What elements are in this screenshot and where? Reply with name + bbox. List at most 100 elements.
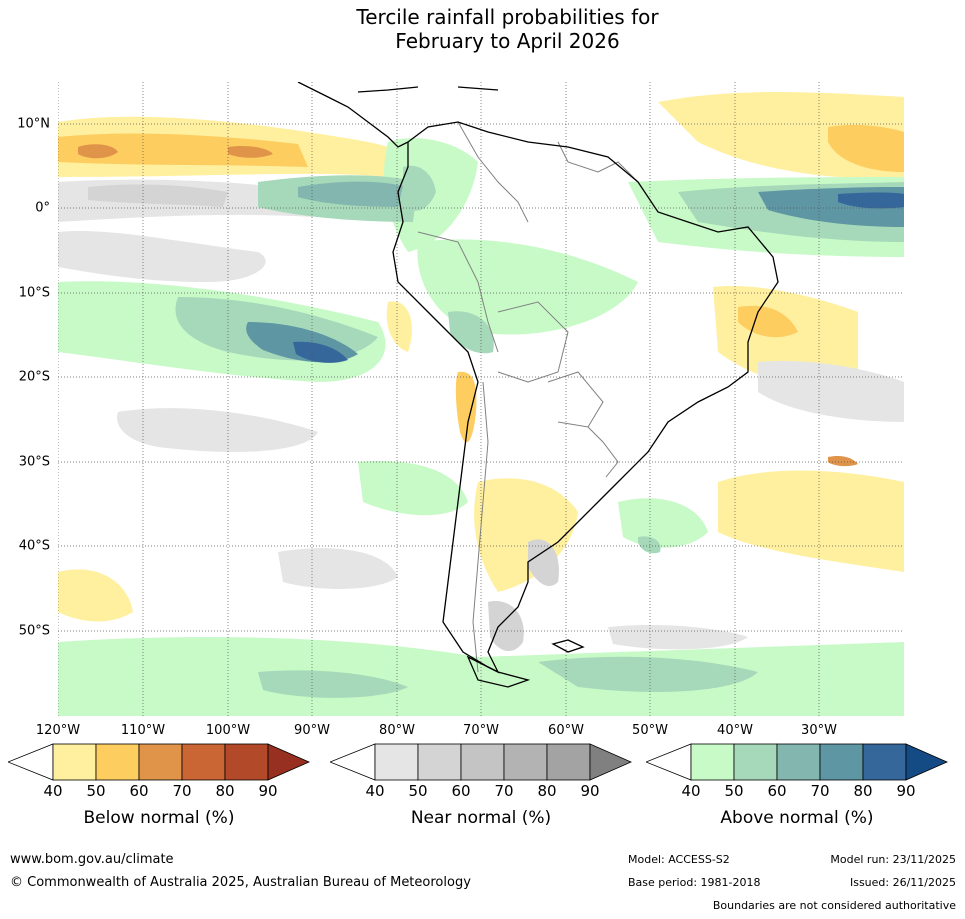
lon-label-110w: 110°W	[120, 723, 166, 738]
colorbar-below-seg-4	[181, 743, 226, 781]
above-tick-70: 70	[810, 782, 830, 800]
below-core-north-atlantic	[828, 124, 904, 172]
near-tick-90: 90	[580, 782, 600, 800]
near-argentina-inland	[528, 539, 559, 587]
colorbar-near-seg-3	[460, 743, 505, 781]
lon-label-100w: 100°W	[205, 723, 251, 738]
title-line-2: February to April 2026	[395, 29, 620, 53]
footer-model: Model: ACCESS-S2	[628, 853, 730, 866]
footer-issued: Issued: 26/11/2025	[849, 876, 956, 889]
colorbar-below-min-arrow	[8, 743, 54, 781]
lon-label-80w: 80°W	[379, 723, 415, 738]
colorbar-near-max-arrow	[589, 743, 632, 781]
lon-label-50w: 50°W	[632, 723, 668, 738]
near-band-equatorial-core	[88, 184, 228, 207]
near-west-pacific-south	[58, 231, 266, 282]
above-south-pacific-core	[293, 341, 348, 363]
colorbar-below-segments	[52, 743, 269, 781]
border-bolivia	[497, 301, 569, 383]
near-patagonia	[488, 601, 524, 652]
lat-label-0: 0°	[35, 200, 50, 216]
below-northeast-brazil-core	[738, 305, 798, 338]
above-tick-60: 60	[767, 782, 787, 800]
colorbar-below-seg-5	[224, 743, 269, 781]
above-southern-chile	[358, 461, 468, 516]
title-line-1: Tercile rainfall probabilities for	[356, 5, 659, 29]
colorbar-near-seg-2	[417, 743, 462, 781]
below-argentina	[474, 478, 578, 592]
below-south-atlantic-core	[828, 455, 858, 467]
near-central-pacific-south	[117, 408, 319, 452]
colorbar-near-seg-5	[546, 743, 591, 781]
above-normal-title: Above normal (%)	[720, 808, 874, 828]
colorbar-above-min-arrow	[646, 743, 692, 781]
lat-label-30s: 30°S	[18, 454, 50, 470]
footer-copyright: © Commonwealth of Australia 2025, Austra…	[10, 875, 471, 890]
coastline-central-america	[297, 82, 409, 148]
coastline-caribbean-islands	[357, 86, 499, 93]
lon-label-30w: 30°W	[801, 723, 837, 738]
above-tick-90: 90	[896, 782, 916, 800]
colorbar-above-max-arrow	[905, 743, 948, 781]
colorbar-below-max-arrow	[267, 743, 310, 781]
above-uruguay-coast	[618, 498, 708, 548]
colorbar-above-seg-2	[733, 743, 778, 781]
near-tick-50: 50	[408, 782, 428, 800]
near-south-atlantic	[758, 361, 904, 422]
footer-url: www.bom.gov.au/climate	[10, 852, 174, 867]
above-tick-40: 40	[681, 782, 701, 800]
colorbar-above-seg-1	[690, 743, 735, 781]
colorbar-near-seg-1	[374, 743, 419, 781]
above-tick-50: 50	[724, 782, 744, 800]
footer-base-period: Base period: 1981-2018	[628, 876, 761, 889]
below-tick-50: 50	[86, 782, 106, 800]
above-south-atlantic-spot	[638, 536, 661, 554]
footer-model-run: Model run: 23/11/2025	[830, 853, 956, 866]
colorbar-near-seg-4	[503, 743, 548, 781]
below-normal-regions	[58, 92, 904, 622]
lon-label-70w: 70°W	[463, 723, 499, 738]
below-tick-70: 70	[172, 782, 192, 800]
below-band-north-pacific-core	[58, 133, 308, 167]
footer-disclaimer: Boundaries are not considered authoritat…	[712, 899, 956, 912]
country-boundaries	[417, 121, 639, 673]
below-tick-90: 90	[258, 782, 278, 800]
coastline-falklands	[551, 639, 585, 653]
colorbar-below-seg-1	[52, 743, 97, 781]
lon-label-60w: 60°W	[548, 723, 584, 738]
above-equatorial-atlantic-core	[838, 192, 904, 209]
below-tick-80: 80	[215, 782, 235, 800]
above-south-ocean-mid	[538, 656, 758, 692]
map-gridlines	[58, 82, 904, 716]
near-tick-40: 40	[365, 782, 385, 800]
near-tick-60: 60	[451, 782, 471, 800]
lat-label-50s: 50°S	[18, 623, 50, 639]
colorbar-above-seg-5	[862, 743, 907, 781]
coastline-south-america	[392, 121, 779, 674]
colorbar-below-seg-3	[138, 743, 183, 781]
colorbar-above-segments	[690, 743, 907, 781]
near-south-pacific	[278, 548, 398, 589]
colorbar-near-segments	[374, 743, 591, 781]
lat-label-20s: 20°S	[18, 369, 50, 385]
below-southwest-pacific	[58, 569, 133, 622]
border-brazil-argentina	[587, 426, 619, 478]
lat-label-10s: 10°S	[18, 285, 50, 301]
below-chile	[455, 371, 477, 443]
below-tick-60: 60	[129, 782, 149, 800]
below-southern-atlantic	[718, 470, 904, 572]
border-colombia-venezuela	[457, 121, 529, 223]
rainfall-probability-map	[58, 82, 904, 716]
colorbar-above-normal	[646, 743, 948, 781]
above-pacific-equatorial-core	[298, 181, 403, 207]
border-guianas	[557, 141, 639, 183]
below-tick-40: 40	[43, 782, 63, 800]
colorbar-near-min-arrow	[330, 743, 376, 781]
near-tick-80: 80	[537, 782, 557, 800]
colorbar-above-seg-3	[776, 743, 821, 781]
lon-label-40w: 40°W	[717, 723, 753, 738]
below-spot-pacific-2	[228, 145, 273, 158]
above-tick-80: 80	[853, 782, 873, 800]
colorbar-below-seg-2	[95, 743, 140, 781]
lon-label-120w: 120°W	[35, 723, 81, 738]
